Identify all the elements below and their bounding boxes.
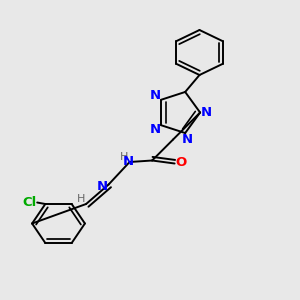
Text: H: H [119, 152, 128, 163]
Text: H: H [76, 194, 85, 204]
Text: Cl: Cl [22, 196, 37, 209]
Text: N: N [182, 133, 193, 146]
Text: N: N [150, 123, 161, 136]
Text: N: N [201, 106, 212, 119]
Text: N: N [96, 180, 108, 194]
Text: O: O [176, 155, 187, 169]
Text: N: N [150, 89, 161, 102]
Text: N: N [122, 155, 134, 168]
